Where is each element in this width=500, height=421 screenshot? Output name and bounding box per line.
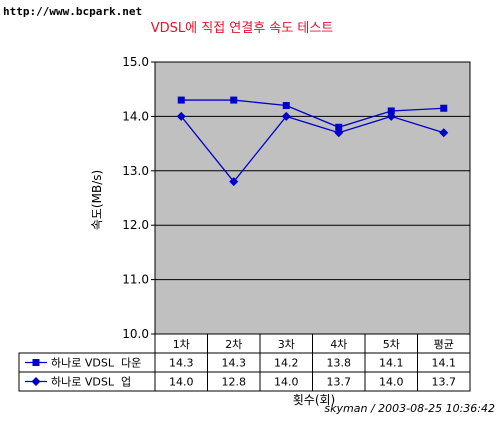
x-tick-label: 4차 <box>330 338 347 351</box>
data-label: 14.1 <box>432 357 457 370</box>
x-tick-label: 2차 <box>225 338 242 351</box>
data-point <box>229 177 239 187</box>
x-tick-label: 5차 <box>383 338 400 351</box>
data-label: 13.7 <box>432 376 457 389</box>
data-label: 13.7 <box>327 376 352 389</box>
data-label: 14.2 <box>274 357 299 370</box>
credit-text: skyman / 2003-08-25 10:36:42 <box>324 402 495 415</box>
legend-label: 하나로 VDSL 다운 <box>51 356 141 370</box>
data-point <box>387 107 395 115</box>
chart-title: VDSL에 직접 연결후 속도 테스트 <box>151 21 334 36</box>
legend-label: 하나로 VDSL 업 <box>51 375 131 389</box>
series-line <box>181 99 444 128</box>
data-point <box>334 128 344 138</box>
legend-marker <box>31 377 41 386</box>
x-tick-label: 평균 <box>434 338 454 351</box>
data-point <box>177 96 185 104</box>
data-label: 14.3 <box>169 357 194 370</box>
watermark: http://www.bcpark.net <box>3 5 142 18</box>
data-point <box>335 123 343 131</box>
x-tick-label: 1차 <box>173 338 190 351</box>
series-line <box>180 115 444 183</box>
legend-marker <box>32 359 40 366</box>
y-tick-label: 10.0 <box>122 327 149 341</box>
data-label: 14.0 <box>169 376 194 389</box>
data-label: 14.1 <box>379 357 404 370</box>
y-tick-label: 11.0 <box>122 273 149 287</box>
plot-area <box>154 61 471 335</box>
data-label: 13.8 <box>327 357 352 370</box>
data-label: 14.0 <box>379 376 404 389</box>
data-point <box>282 102 290 110</box>
y-tick-label: 13.0 <box>122 164 149 178</box>
y-axis-label: 속도(MB/s) <box>90 170 104 230</box>
y-tick-label: 14.0 <box>122 109 149 123</box>
data-label: 14.3 <box>222 357 247 370</box>
y-tick-label: 12.0 <box>122 218 149 232</box>
data-point <box>439 128 449 138</box>
data-point <box>281 111 291 121</box>
y-tick-label: 15.0 <box>122 55 149 69</box>
data-point <box>230 96 238 104</box>
data-point <box>440 104 448 112</box>
data-point <box>176 111 186 121</box>
data-point <box>386 111 396 121</box>
data-label: 12.8 <box>222 376 247 389</box>
data-label: 14.0 <box>274 376 299 389</box>
x-axis-label: 횟수(회) <box>293 393 335 407</box>
x-tick-label: 3차 <box>278 338 295 351</box>
